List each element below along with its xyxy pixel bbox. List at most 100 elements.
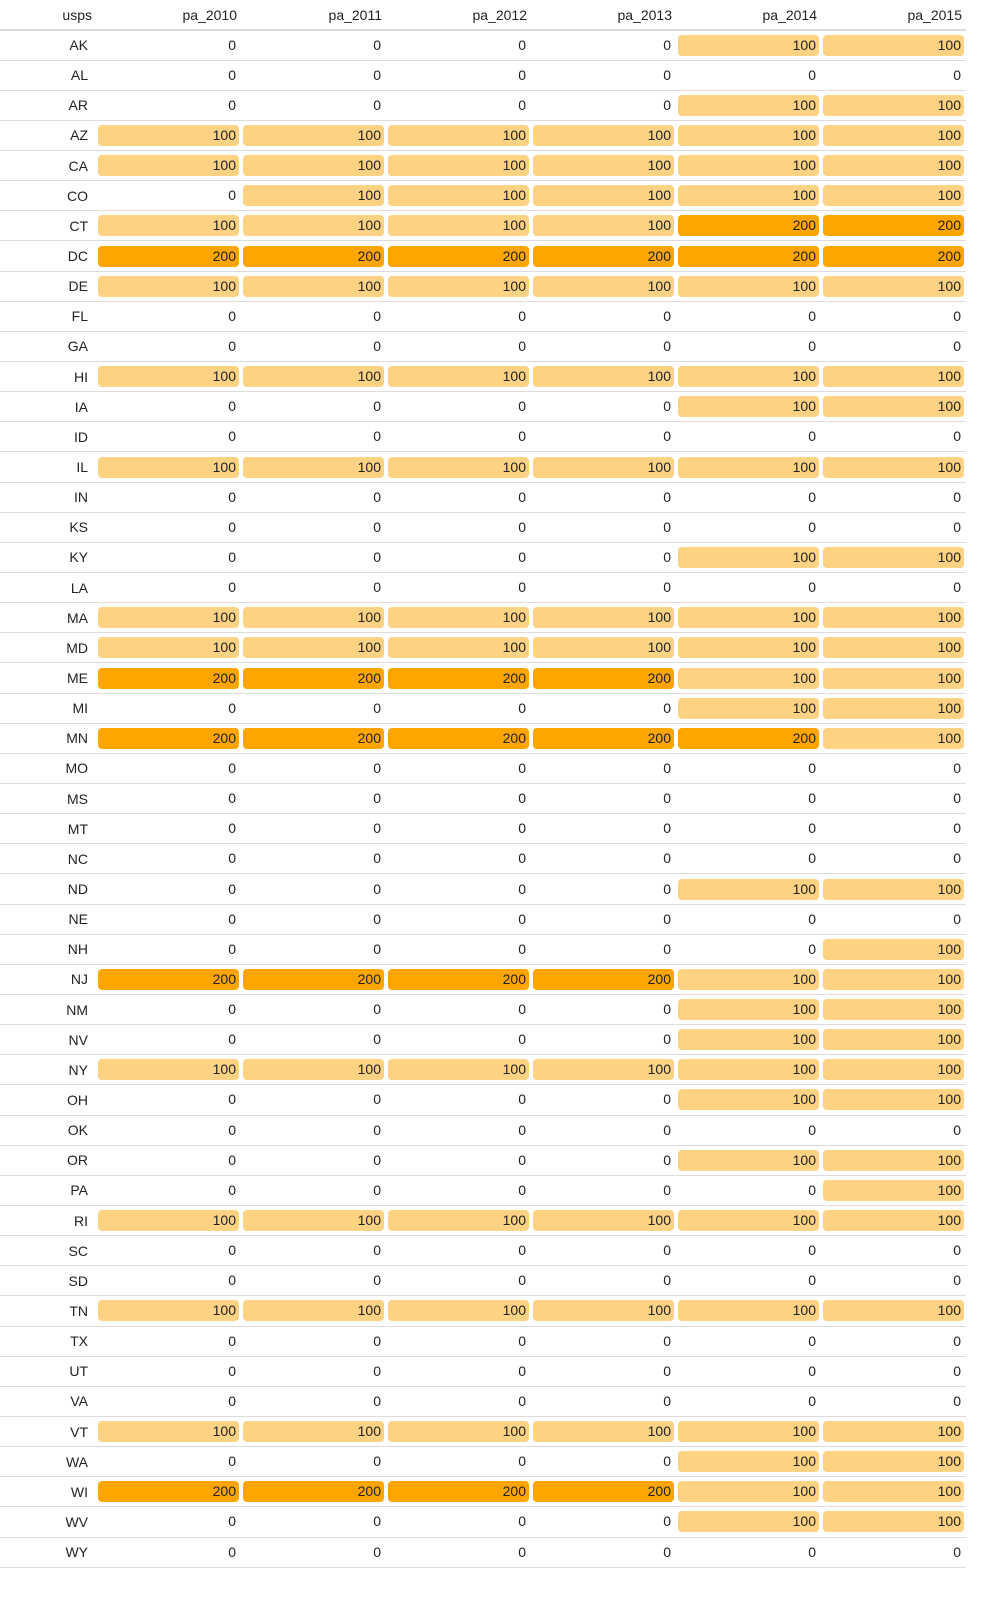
value-cell: 0 bbox=[96, 331, 241, 361]
value-badge: 0 bbox=[98, 818, 239, 840]
table-row: VA 0 0 0 0 0 0 bbox=[0, 1386, 966, 1417]
value-badge: 100 bbox=[823, 1421, 964, 1443]
value-badge: 100 bbox=[823, 396, 964, 418]
value-badge: 100 bbox=[533, 607, 674, 629]
value-badge: 100 bbox=[678, 667, 819, 689]
value-cell: 100 bbox=[676, 1447, 821, 1477]
value-cell: 100 bbox=[96, 151, 241, 181]
state-cell: OR bbox=[67, 1152, 88, 1169]
value-badge: 0 bbox=[533, 1330, 674, 1352]
value-badge: 0 bbox=[98, 546, 239, 568]
value-cell: 100 bbox=[676, 1145, 821, 1175]
value-cell: 0 bbox=[676, 904, 821, 934]
column-header-pa-2010[interactable]: pa_2010 bbox=[182, 6, 237, 23]
table-row: DE 100 100 100 100 100 100 bbox=[0, 271, 966, 302]
value-cell: 0 bbox=[96, 693, 241, 723]
state-cell: SC bbox=[68, 1242, 88, 1259]
value-badge: 100 bbox=[243, 185, 384, 207]
value-cell: 100 bbox=[531, 181, 676, 211]
value-cell: 100 bbox=[821, 603, 966, 633]
value-cell: 200 bbox=[531, 723, 676, 753]
state-cell: AK bbox=[69, 37, 88, 54]
value-badge: 0 bbox=[243, 94, 384, 116]
value-badge: 0 bbox=[533, 335, 674, 357]
value-badge: 0 bbox=[243, 34, 384, 56]
value-cell: 0 bbox=[96, 1266, 241, 1296]
value-cell: 100 bbox=[241, 633, 386, 663]
value-cell: 0 bbox=[241, 90, 386, 120]
value-cell: 100 bbox=[676, 1507, 821, 1537]
value-cell: 100 bbox=[386, 452, 531, 482]
column-header-pa-2014[interactable]: pa_2014 bbox=[762, 6, 817, 23]
value-cell: 0 bbox=[386, 1025, 531, 1055]
value-badge: 100 bbox=[823, 667, 964, 689]
value-cell: 0 bbox=[96, 753, 241, 783]
state-cell: NH bbox=[67, 941, 88, 958]
state-cell: OK bbox=[67, 1122, 88, 1139]
value-cell: 0 bbox=[676, 1266, 821, 1296]
state-cell: RI bbox=[74, 1212, 88, 1229]
value-cell: 0 bbox=[241, 422, 386, 452]
table-row: MA 100 100 100 100 100 100 bbox=[0, 603, 966, 633]
state-cell: NC bbox=[67, 850, 88, 867]
table-row: IA 0 0 0 0 100 100 bbox=[0, 392, 966, 422]
value-badge: 0 bbox=[388, 1541, 529, 1563]
value-cell: 100 bbox=[531, 1205, 676, 1235]
value-cell: 0 bbox=[241, 482, 386, 512]
column-header-pa-2011[interactable]: pa_2011 bbox=[328, 6, 382, 23]
value-cell: 0 bbox=[386, 1236, 531, 1266]
value-cell: 0 bbox=[531, 693, 676, 723]
value-cell: 0 bbox=[96, 1175, 241, 1205]
table-row: NV 0 0 0 0 100 100 bbox=[0, 1025, 966, 1055]
value-cell: 0 bbox=[531, 512, 676, 542]
column-header-pa-2015[interactable]: pa_2015 bbox=[907, 6, 962, 23]
value-cell: 0 bbox=[821, 512, 966, 542]
value-cell: 0 bbox=[676, 301, 821, 331]
value-cell: 0 bbox=[386, 512, 531, 542]
value-cell: 0 bbox=[676, 422, 821, 452]
value-badge: 0 bbox=[533, 1390, 674, 1412]
value-cell: 0 bbox=[386, 995, 531, 1025]
value-cell: 0 bbox=[676, 1537, 821, 1567]
value-badge: 0 bbox=[823, 1119, 964, 1141]
value-badge: 0 bbox=[533, 1029, 674, 1051]
value-cell: 0 bbox=[386, 422, 531, 452]
value-cell: 100 bbox=[386, 603, 531, 633]
value-cell: 0 bbox=[241, 1507, 386, 1537]
value-cell: 0 bbox=[241, 1386, 386, 1416]
column-header-pa-2013[interactable]: pa_2013 bbox=[617, 6, 672, 23]
value-badge: 100 bbox=[678, 124, 819, 146]
value-cell: 0 bbox=[531, 1236, 676, 1266]
state-cell: MN bbox=[66, 730, 88, 747]
value-cell: 100 bbox=[676, 633, 821, 663]
value-badge: 0 bbox=[533, 94, 674, 116]
value-badge: 100 bbox=[678, 607, 819, 629]
value-badge: 100 bbox=[388, 637, 529, 659]
value-badge: 100 bbox=[678, 185, 819, 207]
value-badge: 100 bbox=[678, 34, 819, 56]
value-badge: 100 bbox=[243, 1421, 384, 1443]
state-cell: IA bbox=[74, 398, 88, 415]
state-cell: WA bbox=[65, 1453, 88, 1470]
value-cell: 200 bbox=[241, 241, 386, 271]
value-badge: 0 bbox=[98, 1149, 239, 1171]
value-cell: 0 bbox=[96, 482, 241, 512]
value-cell: 0 bbox=[531, 1115, 676, 1145]
value-cell: 0 bbox=[241, 693, 386, 723]
state-cell: NJ bbox=[70, 971, 88, 988]
value-cell: 0 bbox=[821, 573, 966, 603]
table-row: ID 0 0 0 0 0 0 bbox=[0, 422, 966, 452]
value-cell: 0 bbox=[96, 1447, 241, 1477]
value-badge: 0 bbox=[823, 757, 964, 779]
column-header-usps[interactable]: usps bbox=[62, 6, 92, 23]
state-cell: KY bbox=[69, 549, 88, 566]
value-cell: 200 bbox=[531, 964, 676, 994]
value-cell: 100 bbox=[821, 633, 966, 663]
value-cell: 0 bbox=[241, 1236, 386, 1266]
table-row: MT 0 0 0 0 0 0 bbox=[0, 814, 966, 844]
value-badge: 0 bbox=[388, 1270, 529, 1292]
value-cell: 0 bbox=[821, 753, 966, 783]
value-badge: 100 bbox=[823, 1481, 964, 1503]
column-header-pa-2012[interactable]: pa_2012 bbox=[472, 6, 527, 23]
value-cell: 0 bbox=[96, 1025, 241, 1055]
